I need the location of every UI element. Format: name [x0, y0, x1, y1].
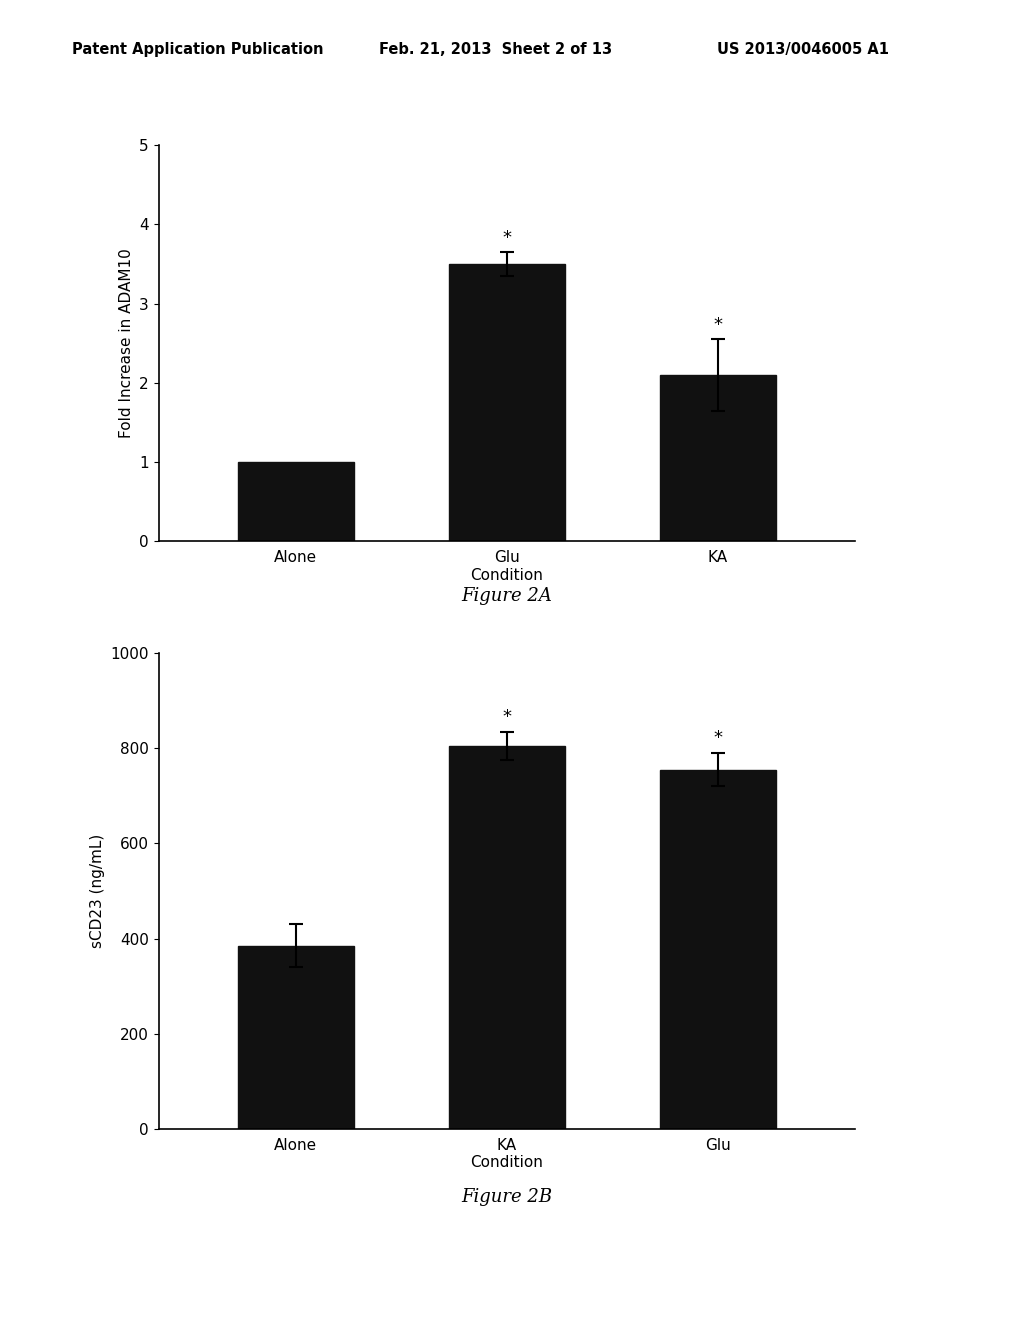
Text: *: * [714, 315, 722, 334]
Text: *: * [503, 228, 511, 247]
Bar [449, 746, 565, 1129]
Text: Patent Application Publication: Patent Application Publication [72, 42, 324, 57]
Bar [659, 770, 776, 1129]
Bar [449, 264, 565, 541]
Bar [238, 462, 354, 541]
Text: Feb. 21, 2013  Sheet 2 of 13: Feb. 21, 2013 Sheet 2 of 13 [379, 42, 612, 57]
Bar [238, 945, 354, 1129]
Y-axis label: sCD23 (ng/mL): sCD23 (ng/mL) [90, 834, 104, 948]
Y-axis label: Fold Increase in ADAM10: Fold Increase in ADAM10 [119, 248, 134, 438]
Text: US 2013/0046005 A1: US 2013/0046005 A1 [717, 42, 889, 57]
Bar [659, 375, 776, 541]
Text: Figure 2A: Figure 2A [462, 587, 552, 606]
Text: *: * [503, 708, 511, 726]
Text: *: * [714, 730, 722, 747]
Text: Figure 2B: Figure 2B [462, 1188, 552, 1206]
